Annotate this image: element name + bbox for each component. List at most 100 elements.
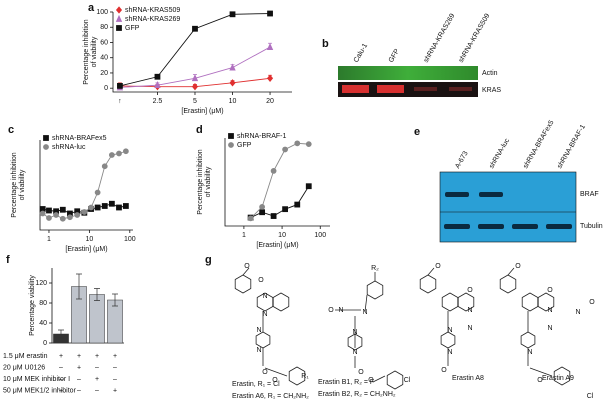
bond	[457, 292, 475, 312]
x-tick-label: 5	[193, 98, 197, 105]
error-bar	[76, 273, 82, 300]
legend-marker	[116, 25, 122, 31]
marker	[94, 189, 101, 196]
marker	[59, 215, 66, 222]
lane-label: Calu-1	[353, 42, 369, 63]
marker	[192, 25, 198, 32]
atom-label: O	[467, 287, 473, 294]
x-tick-label: 1	[47, 236, 51, 243]
bond	[264, 366, 306, 386]
legend-marker	[228, 142, 234, 148]
y-axis-label: Percentage inhibition	[83, 19, 90, 84]
marker	[266, 42, 274, 50]
atom-label: N	[256, 327, 261, 334]
atom-label: O	[244, 263, 250, 270]
y-tick-label: 0	[104, 85, 108, 92]
x-tick-label: 100	[314, 232, 326, 239]
y-axis-label: Percentage inhibition	[11, 152, 18, 217]
blot-band	[478, 224, 504, 229]
legend-label: GFP	[125, 25, 140, 32]
treatment-label: 50 μM MEK1/2 inhibitor	[3, 387, 77, 394]
axis	[112, 12, 292, 93]
structure-label: Erastin B2, R₂ = CH₂NH₂	[318, 391, 396, 398]
marker	[247, 215, 254, 222]
atom-label: O	[368, 377, 374, 384]
axis	[224, 138, 330, 227]
marker	[270, 213, 277, 219]
y-tick-label: 40	[39, 320, 47, 327]
axis	[39, 140, 133, 231]
lane-label: GFP	[388, 48, 401, 64]
y-tick-label: 60	[100, 39, 108, 46]
marker	[305, 141, 312, 148]
bond	[366, 280, 384, 300]
annotation: ↑	[118, 98, 122, 105]
error-bar	[94, 288, 100, 301]
atom-label: O	[589, 299, 595, 306]
panel-label: f	[6, 254, 10, 266]
legend-label: shRNA-luc	[52, 144, 86, 151]
legend-label: shRNA-BRAFex5	[52, 135, 107, 142]
y-tick-label: 80	[100, 24, 108, 31]
marker	[39, 210, 46, 217]
blot-band	[338, 66, 478, 80]
marker	[270, 168, 277, 174]
treatment-sign: –	[113, 376, 117, 383]
atom-label: O	[262, 369, 268, 376]
bond	[347, 333, 363, 351]
blot-band	[444, 224, 470, 229]
panel-label: b	[322, 38, 329, 50]
atom-label: N	[547, 325, 552, 332]
structure-label: Erastin A9	[542, 375, 574, 382]
treatment-sign: –	[77, 387, 81, 394]
atom-label: N	[467, 307, 472, 314]
y-axis-label: of viability	[205, 166, 212, 197]
atom-label: O	[358, 369, 364, 376]
bond	[520, 331, 536, 349]
band-label: BRAF	[580, 191, 599, 198]
marker	[81, 209, 88, 215]
bar	[89, 294, 105, 344]
bond	[234, 274, 252, 294]
atom-label: R₂	[371, 265, 379, 272]
marker	[229, 11, 236, 18]
marker	[191, 82, 199, 91]
marker	[117, 83, 123, 89]
x-axis-label: [Erastin] (μM)	[65, 246, 107, 253]
atom-label: O	[435, 263, 441, 270]
treatment-sign: +	[77, 364, 81, 371]
atom-label: N	[575, 309, 580, 316]
y-tick-label: 20	[100, 70, 108, 77]
atom-label: Cl	[587, 393, 594, 400]
blot-panel	[439, 171, 577, 243]
marker	[191, 74, 199, 82]
lane-label: shRNA-luc	[488, 137, 511, 170]
structure: O O N N N O N O Cl	[499, 263, 595, 400]
atom-label: O	[547, 287, 553, 294]
lane-label: shRNA-KRAS269	[423, 12, 457, 63]
bond	[335, 272, 386, 383]
marker	[67, 214, 73, 221]
treatment-sign: –	[95, 387, 99, 394]
bond	[255, 331, 271, 349]
treatment-sign: –	[59, 376, 63, 383]
bond	[521, 292, 539, 312]
blot-band	[479, 192, 503, 197]
marker	[154, 81, 161, 89]
y-tick-label: 120	[35, 280, 47, 287]
x-tick-label: 1	[242, 232, 246, 239]
marker	[294, 140, 301, 147]
x-tick-label: 10	[85, 236, 93, 243]
marker	[53, 212, 59, 218]
structure-label: Erastin B1, R₂ = F	[318, 379, 374, 386]
panel-label: e	[414, 126, 420, 138]
x-tick-label: 10	[229, 98, 237, 105]
blot-band	[414, 87, 437, 91]
y-tick-label: 80	[39, 300, 47, 307]
blot-band	[546, 224, 572, 229]
treatment-sign: +	[113, 387, 117, 394]
bond	[272, 292, 290, 312]
